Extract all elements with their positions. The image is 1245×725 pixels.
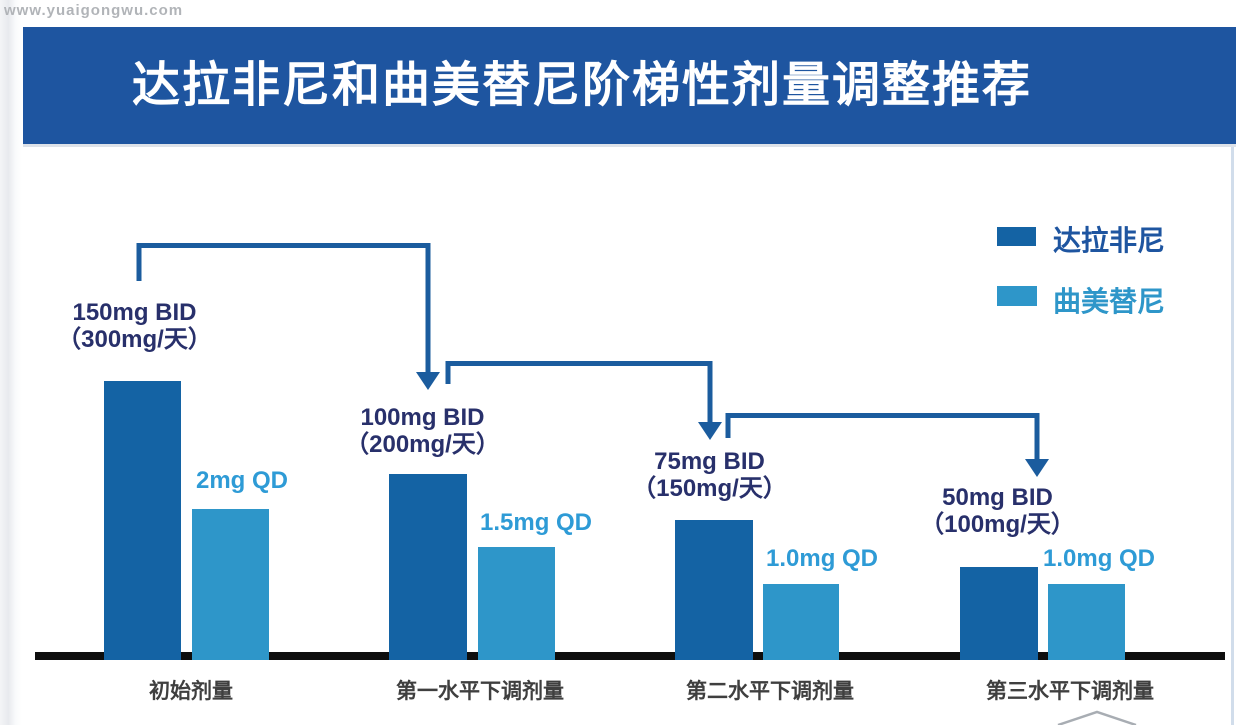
dose-label-level1: 100mg BID （200mg/天） bbox=[330, 404, 515, 458]
bar-trametinib-level2 bbox=[763, 584, 839, 660]
axis-label-level2: 第二水平下调剂量 bbox=[686, 680, 854, 703]
watermark-text: www.yuaigongwu.com bbox=[4, 2, 184, 19]
bar-trametinib-initial bbox=[192, 509, 269, 660]
arrowhead-step3 bbox=[1025, 459, 1049, 477]
dose-line2: （100mg/天） bbox=[920, 511, 1075, 538]
legend-swatch-trametinib bbox=[997, 286, 1037, 306]
arrowhead-step1 bbox=[416, 372, 440, 390]
axis-label-initial: 初始剂量 bbox=[149, 680, 233, 703]
axis-label-level3: 第三水平下调剂量 bbox=[986, 680, 1154, 703]
slide-right-border bbox=[1231, 146, 1234, 725]
bar-dabrafenib-level2 bbox=[675, 520, 753, 660]
dose-line2: （300mg/天） bbox=[57, 326, 212, 353]
slide-left-gutter bbox=[0, 0, 22, 725]
qd-label-level1: 1.5mg QD bbox=[479, 509, 593, 536]
dose-label-level3: 50mg BID （100mg/天） bbox=[905, 484, 1090, 538]
bar-dabrafenib-initial bbox=[104, 381, 181, 660]
dose-line1: 150mg BID bbox=[72, 299, 197, 326]
qd-label-initial: 2mg QD bbox=[195, 467, 288, 494]
axis-label-level1: 第一水平下调剂量 bbox=[396, 680, 564, 703]
dose-line2: （150mg/天） bbox=[632, 475, 787, 502]
banner-shadow-line bbox=[23, 144, 1236, 147]
dose-line1: 50mg BID bbox=[942, 484, 1053, 511]
dose-label-level2: 75mg BID （150mg/天） bbox=[617, 448, 802, 502]
dose-label-initial: 150mg BID （300mg/天） bbox=[42, 299, 227, 353]
bar-trametinib-level1 bbox=[478, 547, 555, 660]
dose-line1: 100mg BID bbox=[360, 404, 485, 431]
bar-dabrafenib-level3 bbox=[960, 567, 1038, 660]
dose-line1: 75mg BID bbox=[654, 448, 765, 475]
bar-dabrafenib-level1 bbox=[389, 474, 467, 660]
bar-trametinib-level3 bbox=[1048, 584, 1125, 660]
legend-label-dabrafenib: 达拉非尼 bbox=[1053, 225, 1166, 256]
legend-label-trametinib: 曲美替尼 bbox=[1053, 286, 1166, 317]
page-title: 达拉非尼和曲美替尼阶梯性剂量调整推荐 bbox=[131, 59, 1032, 112]
x-axis-baseline bbox=[35, 652, 1225, 660]
dose-line2: （200mg/天） bbox=[345, 431, 500, 458]
bottom-chevron-decoration bbox=[1057, 710, 1137, 725]
title-banner: 达拉非尼和曲美替尼阶梯性剂量调整推荐 bbox=[23, 27, 1236, 144]
qd-label-level2: 1.0mg QD bbox=[765, 545, 879, 572]
arrowhead-step2 bbox=[698, 422, 722, 440]
qd-label-level3: 1.0mg QD bbox=[1042, 545, 1156, 572]
legend-swatch-dabrafenib bbox=[997, 227, 1036, 246]
